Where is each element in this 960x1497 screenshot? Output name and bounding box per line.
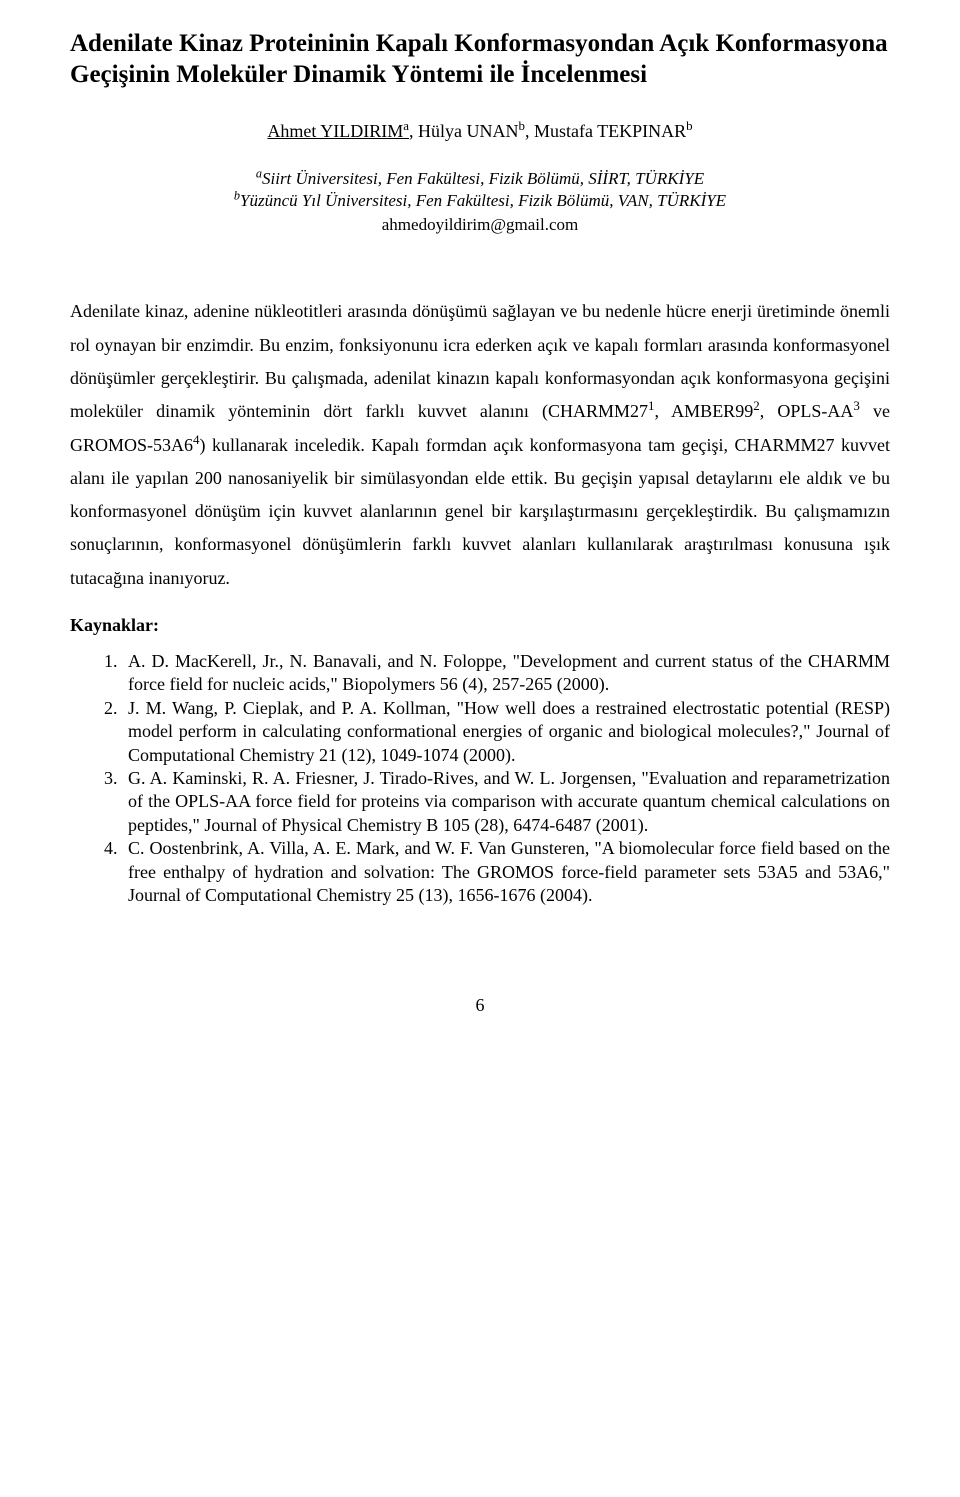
abstract-part-e: ) kullanarak inceledik. Kapalı formdan a… xyxy=(70,435,890,588)
authors-line: Ahmet YILDIRIMa, Hülya UNAN b, Mustafa TE… xyxy=(70,121,890,142)
reference-item: G. A. Kaminski, R. A. Friesner, J. Tirad… xyxy=(122,767,890,837)
paper-title: Adenilate Kinaz Proteininin Kapalı Konfo… xyxy=(70,28,890,91)
author-sep-2: , xyxy=(525,121,534,141)
reference-item: A. D. MacKerell, Jr., N. Banavali, and N… xyxy=(122,650,890,697)
author-sep-1: , xyxy=(409,121,418,141)
references-heading: Kaynaklar: xyxy=(70,615,890,636)
author-second: Hülya UNAN xyxy=(418,121,519,141)
reference-item: J. M. Wang, P. Cieplak, and P. A. Kollma… xyxy=(122,697,890,767)
affiliations-block: aSiirt Üniversitesi, Fen Fakültesi, Fizi… xyxy=(70,168,890,214)
affiliation-b-text: Yüzüncü Yıl Üniversitesi, Fen Fakültesi,… xyxy=(240,191,726,210)
author-third-sup: b xyxy=(686,118,692,133)
references-list: A. D. MacKerell, Jr., N. Banavali, and N… xyxy=(70,650,890,907)
author-first-name: Ahmet YILDIRIM xyxy=(267,121,403,141)
abstract-paragraph: Adenilate kinaz, adenine nükleotitleri a… xyxy=(70,295,890,595)
affiliation-a-text: Siirt Üniversitesi, Fen Fakültesi, Fizik… xyxy=(262,169,704,188)
author-first: Ahmet YILDIRIMa xyxy=(267,121,409,141)
author-third: Mustafa TEKPINAR xyxy=(534,121,686,141)
reference-item: C. Oostenbrink, A. Villa, A. E. Mark, an… xyxy=(122,837,890,907)
abstract-part-b: , AMBER99 xyxy=(655,401,754,421)
page-number: 6 xyxy=(70,995,890,1016)
contact-email: ahmedoyildirim@gmail.com xyxy=(70,215,890,235)
abstract-part-c: , OPLS-AA xyxy=(760,401,854,421)
